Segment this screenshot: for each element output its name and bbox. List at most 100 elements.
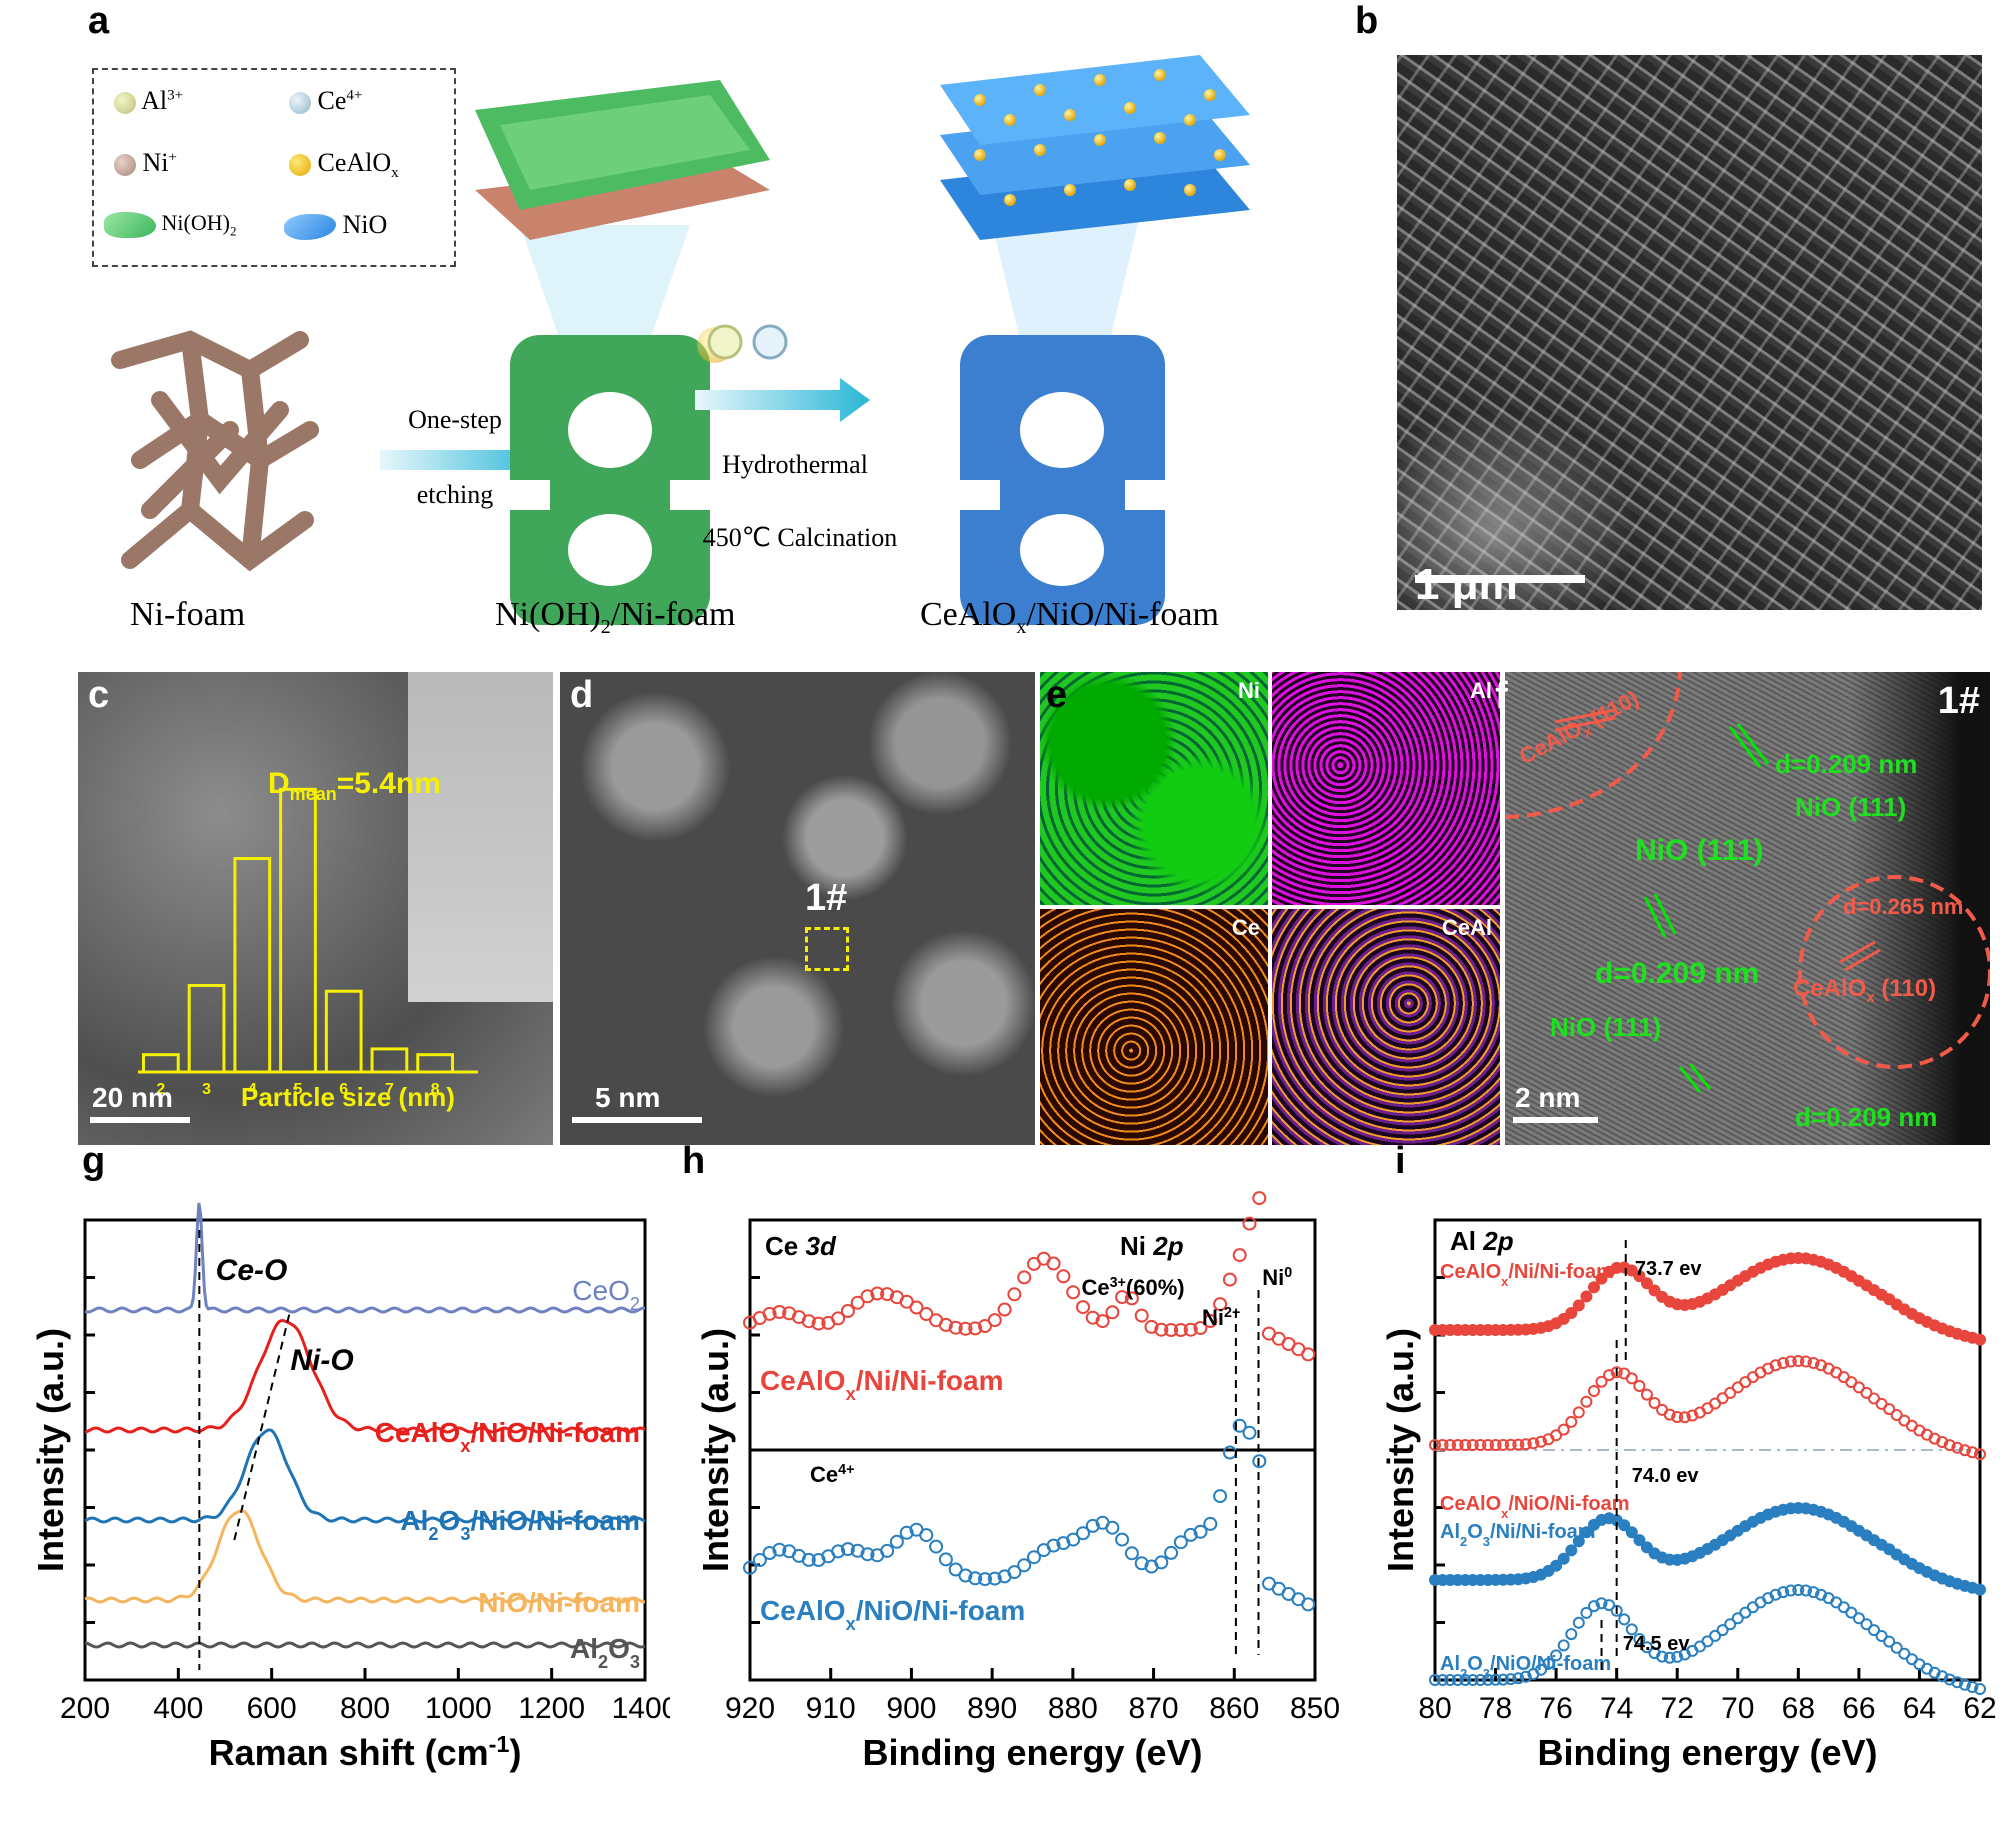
xps-al-data-point	[1466, 1674, 1479, 1686]
xps-al-data-point	[1640, 1641, 1653, 1654]
cealox-foam-illustration	[960, 335, 1165, 625]
xps-al-data-point	[1709, 1629, 1722, 1642]
xps-al-chart: 80 78 76 74 72 70 68 66 64 62 Binding energy (eV) I…	[1380, 1218, 1997, 1773]
sem-scale-bar	[1415, 575, 1585, 583]
xps-al-data-point	[1625, 1372, 1638, 1385]
xps-al-data-point	[1474, 1674, 1487, 1686]
nioh-nanosheet-illustration	[475, 80, 770, 240]
histogram-tick: 3	[202, 1081, 211, 1098]
xps-al-data-point	[1451, 1439, 1464, 1451]
step2-label-1: Hydrothermal	[722, 450, 868, 479]
xps-al-data-point	[1671, 1411, 1684, 1423]
x-axis-label: Raman shift (cm-1)	[209, 1731, 522, 1773]
al2p-label: Al 2p	[1450, 1226, 1514, 1256]
xps-data-point	[1095, 1314, 1110, 1329]
xps-al-data-point	[1686, 1409, 1699, 1422]
hrtem-spot-label: 1#	[1937, 680, 1980, 722]
xps-data-point	[1105, 1305, 1120, 1320]
xps-ce-ni-chart: 920 910 900 890 880 870 860 850 Binding energy (…	[695, 1191, 1340, 1773]
hrtem-ce-2: CeAlOx (110)	[1793, 975, 1937, 1006]
xps-data-point	[1076, 1526, 1090, 1541]
hrtem-d2: d=0.209 nm	[1595, 957, 1760, 990]
raman-series-label: Al2O3	[570, 1633, 640, 1672]
histogram-tick: 2	[156, 1081, 165, 1098]
ni-o-label: Ni-O	[290, 1344, 353, 1377]
xps-al-data-point	[1724, 1618, 1737, 1631]
cealox-nio-sheets-illustration	[940, 55, 1250, 240]
xps-al-data-point	[1565, 1628, 1578, 1641]
xps-al-data-point	[1777, 1357, 1790, 1369]
xps-al-data-point	[1535, 1663, 1547, 1676]
xps-al-data-point	[1618, 1613, 1631, 1626]
xps-data-point	[1017, 1558, 1032, 1573]
xps-al-data-point	[1936, 1436, 1949, 1448]
xps-al-data-point	[1663, 1651, 1676, 1664]
schematic-panel: Al3+ Ce4+ Ni+ CeAlOx Ni(OH)2 NiO	[80, 40, 1370, 650]
nioh-sheet-icon	[104, 211, 156, 238]
eds-map-al: Al	[1272, 672, 1500, 905]
label-ni-foam: Ni-foam	[130, 596, 246, 633]
ni2p-label: Ni 2p	[1120, 1231, 1184, 1261]
xps-al-data-point	[1769, 1359, 1782, 1372]
label-nioh-foam: Ni(OH)2/Ni-foam	[495, 596, 736, 638]
xps-al-data-point	[1497, 1673, 1510, 1686]
raman-series-label: CeAlOx/NiO/Ni-foam	[375, 1417, 640, 1456]
xps-al-data-point	[1852, 1381, 1865, 1394]
xps-al-data-point	[1466, 1439, 1479, 1451]
xps-al-data-point	[1444, 1674, 1457, 1686]
ce3d-label: Ce 3d	[765, 1231, 837, 1261]
legend-ce: Ce4+	[289, 86, 362, 116]
panel-label-c: c	[88, 674, 110, 716]
hrtem-annotations	[1505, 672, 1990, 1093]
xps-data-point	[752, 1553, 767, 1567]
xps-al-data-point	[1958, 1444, 1971, 1457]
x-tick-label: 68	[1782, 1692, 1815, 1725]
xps-al-data-point	[1580, 1290, 1593, 1303]
histogram-tick: 4	[248, 1081, 257, 1098]
arrow-2-icon	[695, 378, 870, 422]
hrtem-nio-1: NiO (111)	[1795, 792, 1907, 822]
xps-al-data-point	[1860, 1386, 1873, 1399]
xps-al-data-point	[1890, 1409, 1903, 1421]
xps-al-data-point	[1580, 1395, 1593, 1408]
eds-label-ce: Ce	[1231, 915, 1260, 940]
i-series-label: CeAlOx/Ni/Ni-foam	[1440, 1261, 1614, 1289]
xps-al-data-point	[1459, 1674, 1472, 1686]
xps-data-point	[909, 1300, 924, 1315]
xps-al-data-point	[1890, 1641, 1903, 1654]
raman-series-line	[84, 1202, 645, 1314]
xps-data-point	[762, 1306, 777, 1321]
xps-data-point	[958, 1321, 973, 1336]
xps-data-point	[1017, 1270, 1032, 1285]
xps-al-data-point	[1724, 1386, 1737, 1399]
xps-data-point	[772, 1542, 787, 1557]
legend-cealox: CeAlOx	[289, 148, 399, 182]
xps-data-point	[1124, 1546, 1139, 1561]
x-tick-label: 890	[967, 1692, 1017, 1725]
label-cealox-foam: CeAlOx/NiO/Ni-foam	[920, 596, 1219, 638]
x-tick-label: 70	[1721, 1692, 1754, 1725]
xps-al-data-point	[1898, 1647, 1911, 1660]
xps-data-point	[1046, 1256, 1061, 1271]
raman-series-line	[84, 1509, 646, 1604]
xps-al-data-point	[1557, 1423, 1570, 1436]
xps-data-point	[860, 1547, 875, 1562]
xps-data-point	[743, 1560, 757, 1575]
xps-al-data-point	[1504, 1673, 1517, 1686]
eds-maps: Ni Al Ce CeAl e	[1040, 672, 1500, 1145]
xps-al-data-point	[1580, 1526, 1593, 1539]
haadf-scale-bar	[572, 1117, 702, 1123]
xps-al-data-point	[1640, 1388, 1653, 1401]
xps-data-point	[1066, 1532, 1081, 1547]
arrow-1-icon	[380, 438, 550, 482]
x-tick-label: 74	[1600, 1692, 1633, 1725]
xps-data-point	[1076, 1300, 1090, 1315]
xps-data-point	[1115, 1290, 1130, 1305]
xps-data-point	[1124, 1291, 1139, 1306]
eds-label-al: Al	[1470, 678, 1492, 703]
x-tick-label: 850	[1290, 1692, 1340, 1725]
xps-data-point	[850, 1295, 865, 1310]
xps-al-data-point	[1588, 1385, 1600, 1397]
histogram-bar	[279, 787, 317, 1074]
